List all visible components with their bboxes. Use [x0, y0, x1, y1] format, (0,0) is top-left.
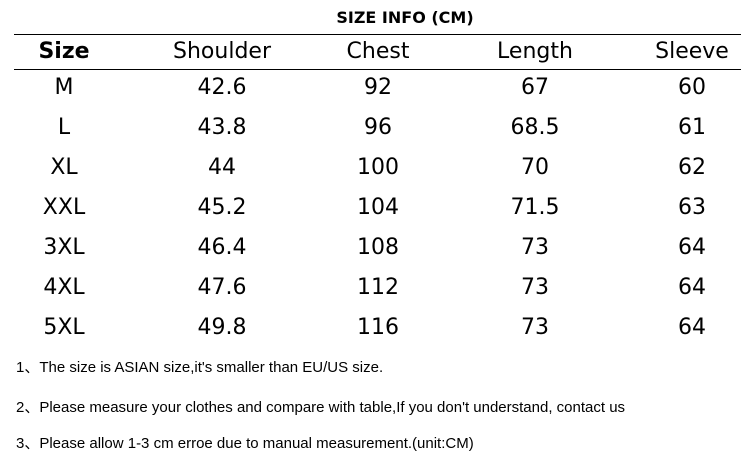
- table-cell: 73: [521, 315, 549, 340]
- table-cell: 116: [357, 315, 399, 340]
- header-cell: Size: [38, 39, 90, 64]
- table-cell: 63: [678, 195, 706, 220]
- table-cell: 42.6: [197, 75, 247, 100]
- table-cell: 62: [678, 155, 706, 180]
- table-cell: 47.6: [197, 275, 247, 300]
- table-cell: 45.2: [197, 195, 247, 220]
- note: 2、Please measure your clothes and compar…: [16, 399, 626, 416]
- table-cell: 60: [678, 75, 706, 100]
- table-cell: XXL: [42, 195, 86, 220]
- table-cell: 64: [678, 275, 706, 300]
- table-cell: 68.5: [510, 115, 560, 140]
- table-cell: 70: [521, 155, 549, 180]
- table-cell: 73: [521, 235, 549, 260]
- table-cell: 49.8: [197, 315, 247, 340]
- table-cell: 100: [357, 155, 399, 180]
- table-cell: 44: [208, 155, 236, 180]
- table-cell: 73: [521, 275, 549, 300]
- note: 1、The size is ASIAN size,it's smaller th…: [16, 359, 384, 376]
- table-cell: 64: [678, 235, 706, 260]
- top-rule: [14, 34, 741, 35]
- header-cell: Chest: [346, 39, 410, 64]
- table-cell: 96: [364, 115, 392, 140]
- header-cell: Sleeve: [655, 39, 729, 64]
- table-cell: 3XL: [43, 235, 85, 260]
- table-cell: 112: [357, 275, 399, 300]
- table-cell: M: [54, 75, 74, 100]
- header-rule: [14, 69, 741, 70]
- note: 3、Please allow 1-3 cm erroe due to manua…: [16, 435, 474, 452]
- header-cell: Length: [497, 39, 573, 64]
- table-cell: 67: [521, 75, 549, 100]
- table-cell: 4XL: [43, 275, 85, 300]
- table-cell: L: [57, 115, 71, 140]
- table-cell: 104: [357, 195, 399, 220]
- table-cell: 92: [364, 75, 392, 100]
- table-cell: 46.4: [197, 235, 247, 260]
- header-cell: Shoulder: [173, 39, 271, 64]
- table-cell: 61: [678, 115, 706, 140]
- table-cell: 5XL: [43, 315, 85, 340]
- table-cell: 108: [357, 235, 399, 260]
- table-cell: 43.8: [197, 115, 247, 140]
- table-cell: 71.5: [510, 195, 560, 220]
- table-cell: 64: [678, 315, 706, 340]
- table-title: SIZE INFO (CM): [336, 8, 474, 27]
- table-cell: XL: [50, 155, 78, 180]
